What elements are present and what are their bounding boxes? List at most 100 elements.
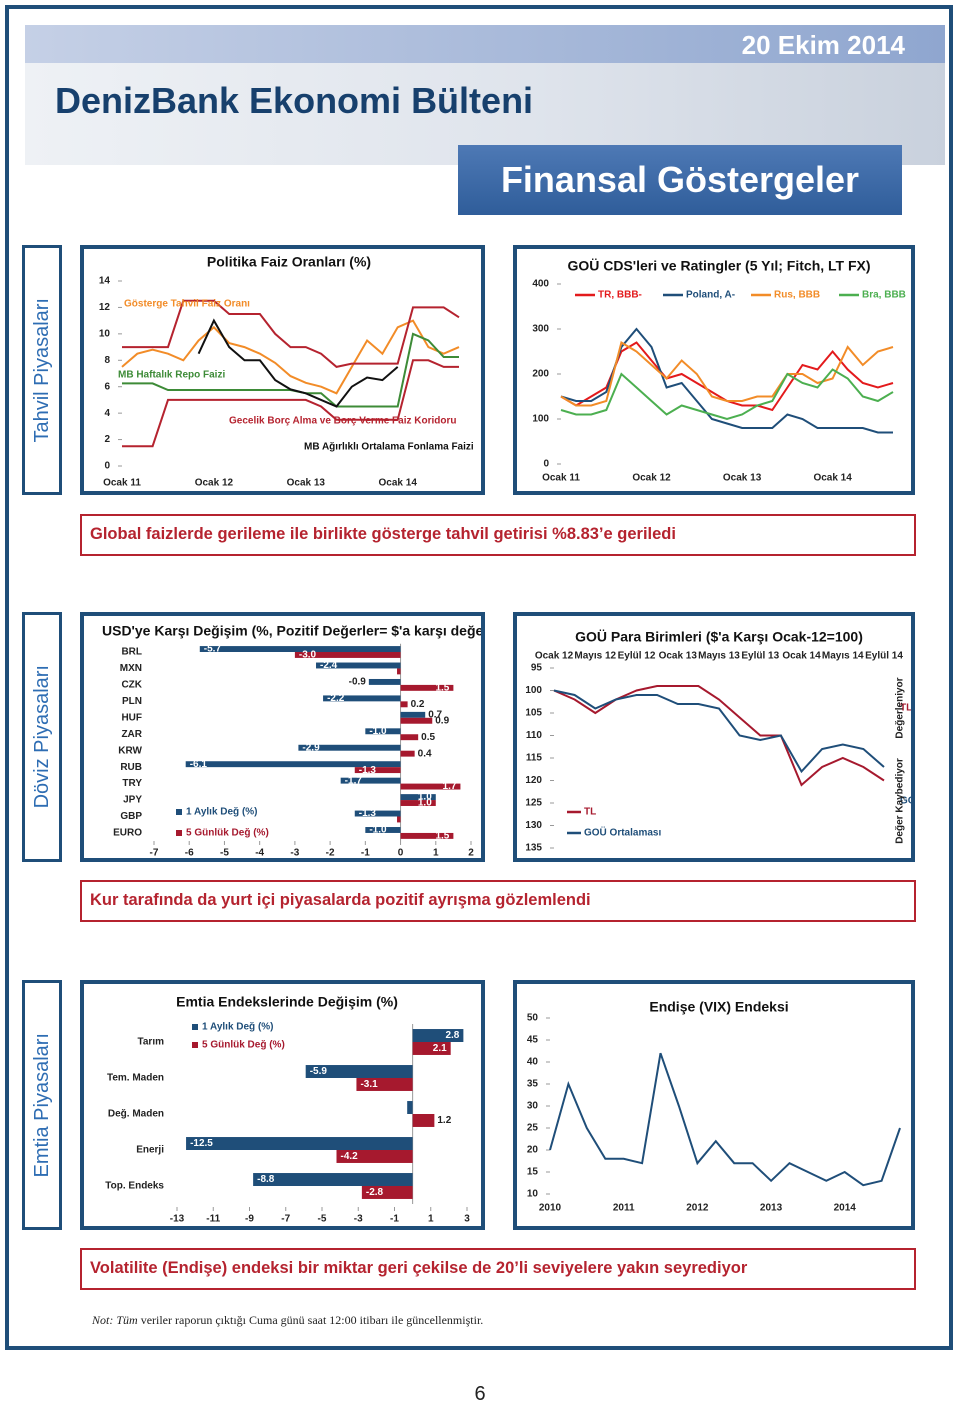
category-label: KRW [118, 745, 142, 756]
bar-value-label: 0.9 [435, 715, 449, 726]
x-tick-label: -9 [245, 1214, 254, 1225]
bar [316, 662, 401, 669]
x-tick-label: -7 [150, 848, 159, 858]
chart-title: Politika Faiz Oranları (%) [207, 254, 371, 270]
bar-value-label: 0.5 [421, 732, 435, 743]
bar-value-label: 1.0 [418, 792, 432, 803]
category-label: PLN [122, 696, 142, 707]
y-tick-label: 30 [527, 1101, 539, 1112]
bar-value-label: -3.1 [360, 1079, 378, 1090]
x-tick-label: -11 [206, 1214, 220, 1225]
bar [412, 1114, 435, 1127]
x-tick-label: 0 [398, 848, 404, 858]
bar [336, 1150, 413, 1163]
bar [412, 1029, 464, 1042]
y-tick-label: 125 [525, 798, 542, 809]
page-frame [5, 5, 953, 1350]
y-tick-label: 100 [525, 685, 542, 696]
bar [397, 816, 401, 823]
x-tick-label: -3 [290, 848, 299, 858]
legend-label: Poland, A- [686, 290, 735, 301]
bar-value-label: -6.1 [190, 759, 208, 770]
y-tick-label: 300 [532, 324, 549, 335]
bar [253, 1173, 413, 1186]
bar [400, 832, 454, 839]
series-line [121, 319, 460, 395]
chart-box: Politika Faiz Oranları (%) 0 2 4 6 8 10 12 14 Oca… [80, 245, 485, 495]
x-tick-label: Ocak 12 [195, 478, 234, 489]
annotation: Değerleniyor [895, 677, 906, 738]
y-tick-label: 400 [532, 279, 549, 290]
bar [400, 684, 454, 691]
x-tick-label: Ocak 12 [632, 473, 671, 484]
y-tick-label: 115 [526, 753, 543, 764]
category-label: Tem. Maden [107, 1073, 164, 1084]
header-stripe [25, 25, 945, 63]
legend-swatch [192, 1042, 198, 1048]
bar-value-label: -0.9 [349, 677, 367, 688]
x-tick-label: Mayıs 12 [574, 651, 616, 662]
x-tick-label: -1 [390, 1214, 399, 1225]
header-date: 20 Ekim 2014 [741, 30, 905, 60]
series-line [560, 368, 894, 421]
bar [400, 717, 433, 724]
section-label: Emtia Piyasaları [30, 1032, 53, 1178]
y-tick-label: 100 [532, 414, 549, 425]
bar [365, 728, 401, 735]
x-tick-label: 2 [468, 848, 474, 858]
y-tick-label: 20 [527, 1145, 539, 1156]
x-tick-label: -3 [354, 1214, 363, 1225]
category-label: Top. Endeks [105, 1181, 164, 1192]
chart: USD'ye Karşı Değişim (%, Pozitif Değerle… [102, 623, 481, 858]
bar-value-label: -1.0 [369, 726, 387, 737]
bar [294, 652, 401, 658]
chart-title: GOÜ CDS'leri ve Ratingler (5 Yıl; Fitch,… [567, 258, 870, 274]
y-tick-label: 120 [525, 775, 542, 786]
y-tick-label: 40 [527, 1057, 539, 1068]
bar-value-label: -5.7 [204, 644, 222, 655]
chart-title: USD'ye Karşı Değişim (%, Pozitif Değerle… [102, 623, 481, 639]
bar [323, 695, 401, 702]
series-line [122, 359, 459, 448]
category-label: CZK [121, 680, 142, 691]
y-tick-label: 45 [527, 1035, 539, 1046]
x-tick-label: 2010 [539, 1203, 562, 1214]
chart-title: Emtia Endekslerinde Değişim (%) [176, 994, 398, 1010]
y-tick-label: 130 [525, 820, 542, 831]
bar [199, 646, 401, 652]
chart: Emtia Endekslerinde Değişim (%)-13 -11 -9-… [105, 994, 470, 1225]
chart-title: GOÜ Para Birimleri ($'a Karşı Ocak-12=10… [575, 629, 863, 645]
x-tick-label: -5 [318, 1214, 327, 1225]
bar [185, 761, 401, 768]
category-label: BRL [121, 647, 142, 658]
x-tick-label: 2014 [834, 1203, 857, 1214]
y-tick-label: 200 [532, 369, 549, 380]
x-tick-label: Eylül 12 [618, 651, 656, 662]
bar-value-label: -3.0 [299, 650, 317, 661]
header-title: DenizBank Ekonomi Bülteni [55, 80, 534, 121]
series-annotation: Gösterge Tahvil Faiz Oranı [124, 299, 250, 310]
bar-value-label: -1.3 [359, 765, 377, 776]
x-tick-label: Ocak 12 [535, 651, 574, 662]
series-line [560, 340, 894, 407]
note-lead: Not: Tüm [92, 1313, 138, 1327]
x-tick-label: -7 [281, 1214, 290, 1225]
y-tick-label: 2 [104, 434, 110, 445]
note-text: veriler raporun çıktığı Cuma günü saat 1… [140, 1313, 484, 1327]
bar-value-label: -5.9 [310, 1066, 328, 1077]
series-line [197, 318, 399, 408]
bar-value-label: 0.4 [418, 748, 432, 759]
series-annotation: MB Haftalık Repo Faizi [118, 370, 225, 381]
legend-label: Bra, BBB [862, 290, 906, 301]
legend-swatch [192, 1024, 198, 1030]
x-tick-label: Ocak 14 [379, 478, 418, 489]
x-tick-label: -1 [361, 848, 370, 858]
bar-value-label: 2.8 [445, 1030, 459, 1041]
series-annotation: GOÜ Ortalaması [900, 794, 911, 807]
bar-value-label: -1.3 [359, 808, 377, 819]
chart-box: Endişe (VIX) Endeksi 10 15 20 25 30 35 40 45 50 20… [513, 980, 915, 1230]
y-tick-label: 10 [99, 328, 111, 339]
y-tick-label: 25 [527, 1123, 539, 1134]
y-tick-label: 12 [99, 302, 111, 313]
